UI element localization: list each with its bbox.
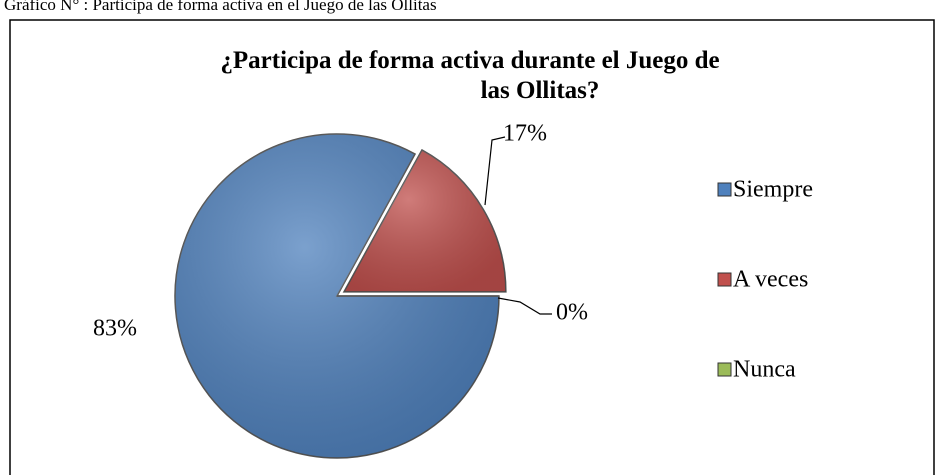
data-label: 17% <box>503 121 547 147</box>
legend-swatch <box>717 272 732 287</box>
slice-shade <box>343 149 506 292</box>
chart-title: ¿Participa de forma activa durante el Ju… <box>220 47 719 104</box>
legend-label: Siempre <box>733 177 813 203</box>
legend-swatch <box>717 182 732 197</box>
data-label: 83% <box>93 316 137 342</box>
caption: Gráfico N° : Participa de forma activa e… <box>4 0 437 14</box>
legend-label: A veces <box>733 267 808 293</box>
legend-label: Nunca <box>733 357 796 383</box>
leader-line <box>497 297 552 315</box>
leader-line <box>484 136 506 206</box>
chart-title-text: ¿Participa de forma activa durante el Ju… <box>220 47 719 104</box>
legend-swatch <box>717 362 732 377</box>
data-label: 0% <box>556 300 588 326</box>
